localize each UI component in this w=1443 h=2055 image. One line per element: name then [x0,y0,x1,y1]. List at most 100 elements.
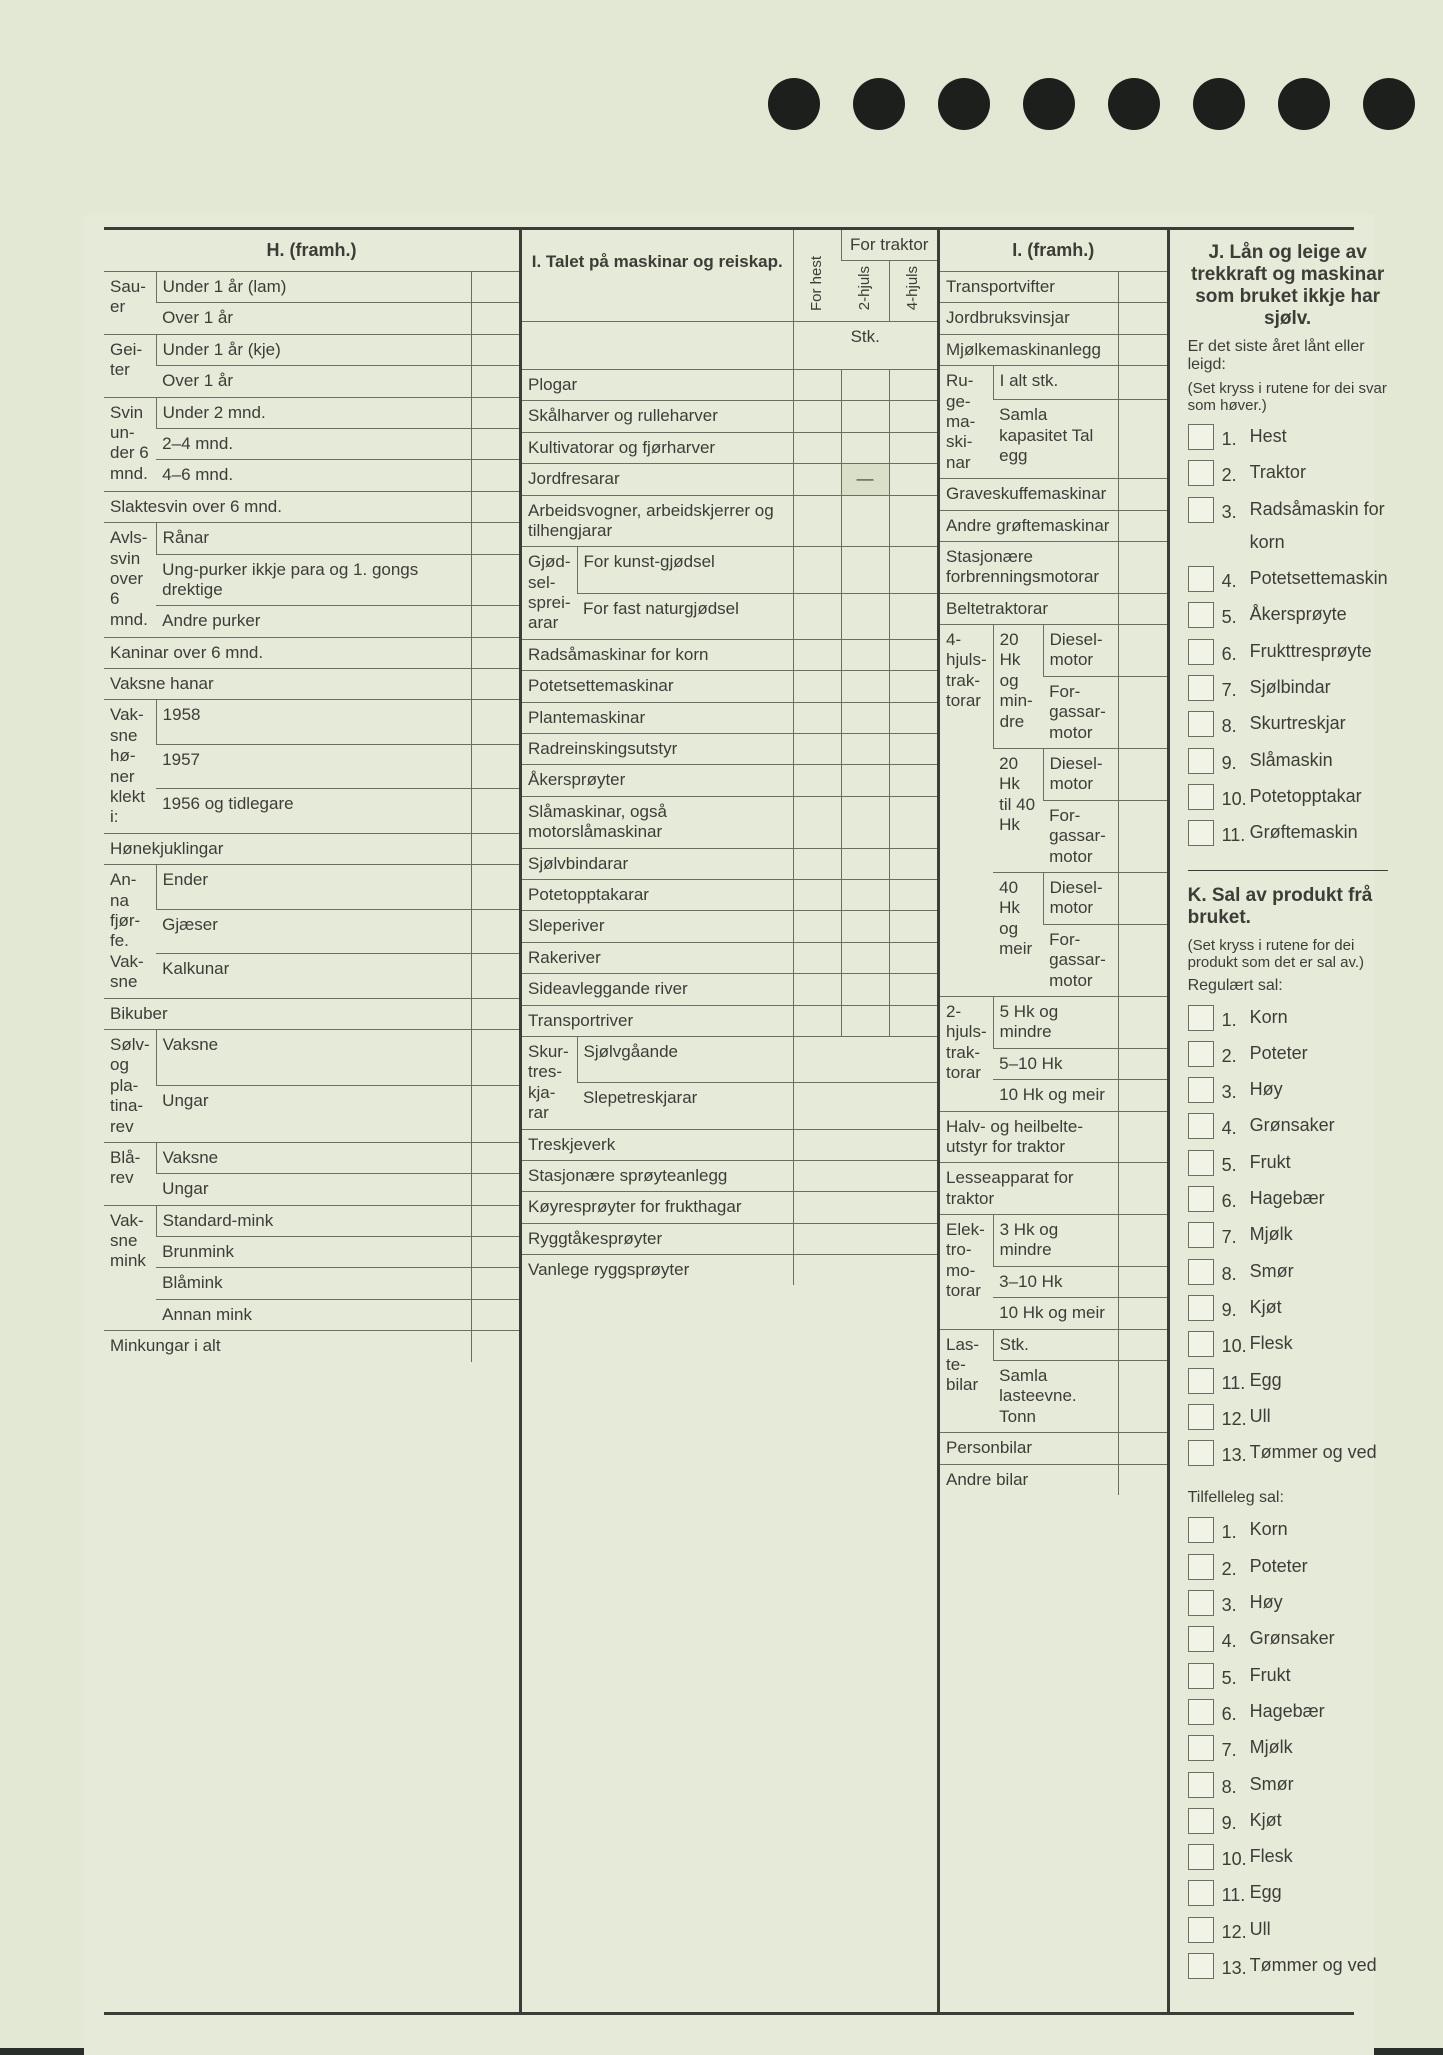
i2-t4-f1: For-gassar-motor [1043,676,1118,748]
checklist-item[interactable]: Slåmaskin [1188,744,1388,777]
i2-grave: Graveskuffemaskinar [940,479,1119,510]
checklist-item[interactable]: Tømmer og ved [1188,1436,1388,1469]
checklist-item[interactable]: Kjøt [1188,1804,1388,1837]
i-skur-b: Slepetreskjarar [577,1083,793,1129]
checklist-item[interactable]: Ull [1188,1400,1388,1433]
checklist-item[interactable]: Hagebær [1188,1695,1388,1728]
checklist-item[interactable]: Korn [1188,1513,1388,1546]
checklist-item[interactable]: Smør [1188,1255,1388,1288]
checklist-item[interactable]: Åkersprøyte [1188,598,1388,631]
anna-g: Gjæser [156,909,471,953]
checklist-item[interactable]: Tømmer og ved [1188,1949,1388,1982]
honer-label: Vak-sne hø-ner klekt i: [104,700,156,833]
checklist-item[interactable]: Hagebær [1188,1182,1388,1215]
hole-icon [1023,78,1075,130]
anna-k: Kalkunar [156,954,471,998]
checklist-item[interactable]: Høy [1188,1586,1388,1619]
checklist-item[interactable]: Poteter [1188,1550,1388,1583]
i-title: I. Talet på maskinar og reiskap. [522,230,793,321]
i-gjod-label: Gjød-sel-sprei-arar [522,547,577,640]
i-skur-a: Sjølvgåande [577,1036,793,1082]
i-koyre: Køyresprøyter for frukthagar [522,1192,793,1223]
i-vanl: Vanlege ryggsprøyter [522,1255,793,1286]
column-jk: J. Lån og leige av trekkraft og maskinar… [1170,230,1398,2012]
checklist-item[interactable]: Ull [1188,1913,1388,1946]
j-checklist: HestTraktor Radsåmaskin for kornPotetsett… [1188,420,1388,850]
i2-t4-d3: Diesel-motor [1043,872,1118,924]
checklist-item[interactable]: Frukt [1188,1659,1388,1692]
checklist-item[interactable]: Grønsaker [1188,1109,1388,1142]
h-title: H. (framh.) [104,230,519,271]
checklist-item[interactable]: Egg [1188,1364,1388,1397]
i2-lesse: Lesseapparat for traktor [940,1163,1119,1215]
checklist-item[interactable]: Potetsettemaskin [1188,562,1388,595]
hole-icon [768,78,820,130]
i-rake: Rakeriver [522,942,793,973]
i2-andre: Andre grøftemaskinar [940,510,1119,541]
i-pot: Potetsettemaskinar [522,671,793,702]
hole-icon [853,78,905,130]
checklist-item[interactable]: Egg [1188,1876,1388,1909]
i2-transv: Transportvifter [940,272,1119,303]
i-slepe: Sleperiver [522,911,793,942]
checklist-item[interactable]: Mjølk [1188,1218,1388,1251]
slakte: Slaktesvin over 6 mnd. [104,491,471,522]
i-plant: Plantemaskinar [522,702,793,733]
checklist-item[interactable]: Traktor [1188,456,1388,489]
column-i: I. Talet på maskinar og reiskap. For hes… [522,230,940,2012]
hdr-4hjuls: 4-hjuls [904,266,922,310]
checklist-item[interactable]: Grøftemaskin [1188,816,1388,849]
i2-t4-d2: Diesel-motor [1043,749,1118,801]
j-note2: (Set kryss i rutene for dei svar som høv… [1188,380,1388,414]
honer-y1: 1958 [156,700,471,744]
avls-andre: Andre purker [156,606,471,637]
checklist-item[interactable]: Frukt [1188,1146,1388,1179]
anna-e: Ender [156,865,471,909]
checklist-item[interactable]: Høy [1188,1073,1388,1106]
i-rad: Radsåmaskinar for korn [522,639,793,670]
i2-andrebil: Andre bilar [940,1464,1119,1495]
solv-v: Vaksne [156,1029,471,1085]
i2-elek-label: Elek-tro-mo-torar [940,1215,993,1330]
hanar: Vaksne hanar [104,669,471,700]
i2-t2-c: 10 Hk og meir [993,1080,1118,1111]
hole-icon [1108,78,1160,130]
i-arb: Arbeidsvogner, arbeidskjerrer og tilheng… [522,495,793,547]
i-sjolv: Sjølvbindarar [522,848,793,879]
checklist-item[interactable]: Skurtreskjar [1188,707,1388,740]
hole-icon [1278,78,1330,130]
checklist-item[interactable]: Grønsaker [1188,1622,1388,1655]
avls-ranar: Rånar [156,523,471,554]
checklist-item[interactable]: Poteter [1188,1037,1388,1070]
i-trans: Transportriver [522,1005,793,1036]
hdr-2hjuls: 2-hjuls [856,266,874,310]
i2-t4-g2: 20 Hk til 40 Hk [993,749,1043,873]
checklist-item[interactable]: Sjølbindar [1188,671,1388,704]
honer-y3: 1956 og tidlegare [156,789,471,833]
i2-ruge-a: I alt stk. [993,366,1118,400]
sau-label: Sau-er [104,272,156,335]
column-right: I. (framh.) Transportvifter Jordbruksvin… [940,230,1350,2012]
checklist-item[interactable]: Frukttresprøyte [1188,635,1388,668]
avls-ung: Ung-purker ikkje para og 1. gongs drekti… [156,554,471,606]
checklist-item[interactable]: Hest [1188,420,1388,453]
checklist-item[interactable]: Potetopptakar [1188,780,1388,813]
i2-last-label: Las-te-bilar [940,1329,993,1433]
i2-elek-c: 10 Hk og meir [993,1298,1118,1329]
i-table: I. Talet på maskinar og reiskap. For hes… [522,230,937,1285]
honer-y2: 1957 [156,744,471,788]
checklist-item[interactable]: Mjølk [1188,1731,1388,1764]
i2-t4-g3: 40 Hk og meir [993,872,1043,996]
solv-label: Sølv- og pla-tina-rev [104,1029,156,1142]
checklist-item[interactable]: Smør [1188,1768,1388,1801]
i-kult: Kultivatorar og fjørharver [522,432,793,463]
k-til-label: Tilfelleleg sal: [1188,1489,1388,1507]
checklist-item[interactable]: Korn [1188,1001,1388,1034]
i2-t2-b: 5–10 Hk [993,1048,1118,1079]
checklist-item[interactable]: Radsåmaskin for korn [1188,493,1388,560]
checklist-item[interactable]: Flesk [1188,1327,1388,1360]
checklist-item[interactable]: Flesk [1188,1840,1388,1873]
k-title: K. Sal av produkt frå bruket. [1188,885,1388,929]
mink-s: Standard-mink [156,1205,471,1236]
checklist-item[interactable]: Kjøt [1188,1291,1388,1324]
